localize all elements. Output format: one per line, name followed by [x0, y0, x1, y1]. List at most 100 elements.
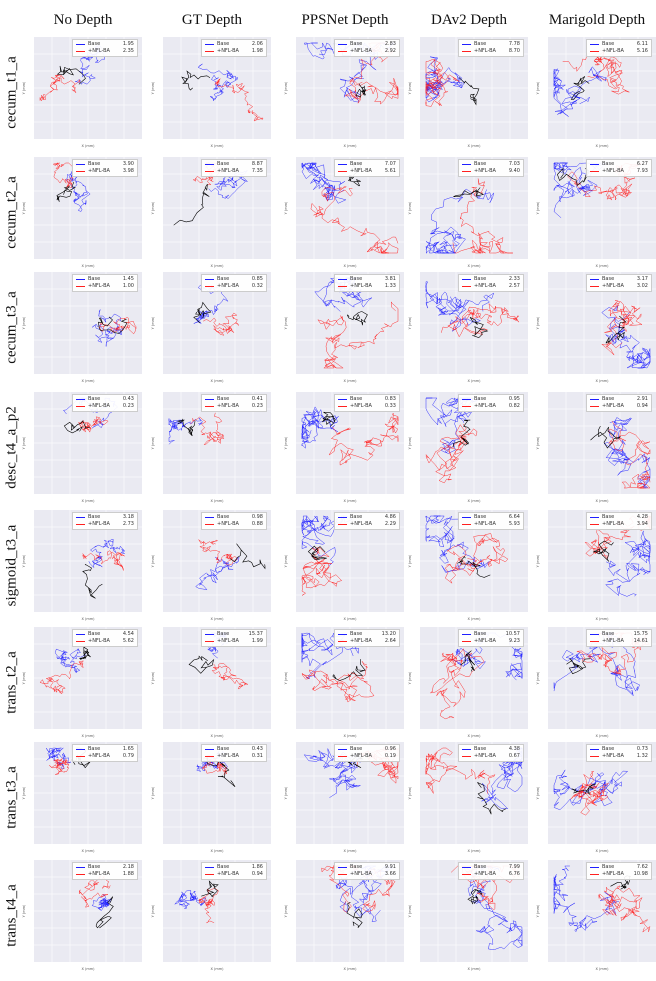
trajectory-plot: X (mm) Y (mm) Base 4.38 +NFL-BA 0.67: [408, 740, 530, 855]
legend-label: +NFL-BA: [217, 168, 239, 174]
legend-value: 0.96: [384, 746, 396, 752]
x-axis-label: X (mm): [343, 144, 357, 148]
y-axis-label: Y (mm): [22, 316, 26, 329]
legend-swatch: [338, 641, 347, 642]
legend-swatch: [590, 641, 599, 642]
legend-value: 1.88: [122, 871, 134, 877]
legend-swatch: [590, 867, 599, 868]
ground-truth-trajectory: [56, 181, 76, 202]
legend-swatch: [205, 286, 214, 287]
nfl-trajectory: [49, 758, 70, 775]
base-trajectory: [195, 556, 240, 591]
nfl-trajectory: [202, 312, 239, 336]
x-axis-label: X (mm): [343, 264, 357, 268]
legend-entry-nfl: +NFL-BA 2.64: [338, 638, 396, 645]
base-trajectory: [301, 406, 339, 449]
plot-legend: Base 2.18 +NFL-BA 1.88: [72, 862, 138, 880]
legend-label: +NFL-BA: [350, 753, 372, 759]
base-trajectory: [91, 309, 123, 347]
legend-label: Base: [350, 631, 363, 637]
legend-swatch: [338, 749, 347, 750]
legend-swatch: [590, 44, 599, 45]
legend-swatch: [590, 524, 599, 525]
legend-entry-nfl: +NFL-BA 0.23: [205, 403, 263, 410]
ground-truth-trajectory: [173, 183, 210, 226]
legend-label: Base: [602, 161, 615, 167]
ground-truth-trajectory: [56, 65, 86, 85]
legend-entry-nfl: +NFL-BA 2.73: [76, 521, 134, 528]
plot-legend: Base 6.11 +NFL-BA 5.16: [586, 39, 652, 57]
x-axis-label: X (mm): [210, 264, 224, 268]
legend-label: Base: [474, 396, 487, 402]
x-axis-label: X (mm): [81, 967, 95, 971]
legend-swatch: [590, 164, 599, 165]
trajectory-plot: X (mm) Y (mm) Base 10.57 +NFL-BA 9.23: [408, 625, 530, 740]
legend-entry-base: Base 0.85: [205, 276, 263, 283]
y-axis-label: Y (mm): [22, 201, 26, 214]
nfl-trajectory: [198, 887, 219, 924]
y-axis-label: Y (mm): [22, 671, 26, 684]
row-header: cecum_t2_a: [0, 152, 24, 274]
row-header: trans_t2_a: [0, 622, 24, 744]
column-header: No Depth: [53, 12, 113, 28]
legend-value: 0.79: [122, 753, 134, 759]
trajectory-plot: X (mm) Y (mm) Base 9.91 +NFL-BA 3.66: [284, 858, 406, 973]
y-axis-label: Y (mm): [22, 786, 26, 799]
row-header-label: trans_t2_a: [3, 651, 20, 714]
legend-entry-nfl: +NFL-BA 8.70: [462, 48, 520, 55]
legend-entry-nfl: +NFL-BA 1.33: [338, 283, 396, 290]
y-axis-label: Y (mm): [408, 671, 412, 684]
legend-label: +NFL-BA: [474, 638, 496, 644]
legend-entry-nfl: +NFL-BA 2.35: [76, 48, 134, 55]
legend-value: 2.92: [384, 48, 396, 54]
y-axis-label: Y (mm): [284, 436, 288, 449]
legend-entry-base: Base 0.95: [462, 396, 520, 403]
legend-value: 0.33: [384, 403, 396, 409]
legend-value: 0.32: [251, 283, 263, 289]
y-axis-label: Y (mm): [284, 81, 288, 94]
plot-legend: Base 0.73 +NFL-BA 1.32: [586, 744, 652, 762]
legend-value: 1.65: [122, 746, 134, 752]
nfl-trajectory: [190, 412, 225, 446]
legend-swatch: [338, 164, 347, 165]
plot-legend: Base 1.95 +NFL-BA 2.35: [72, 39, 138, 57]
nfl-trajectory: [78, 416, 109, 433]
legend-entry-nfl: +NFL-BA 0.19: [338, 753, 396, 760]
legend-value: 6.64: [508, 514, 520, 520]
legend-value: 1.99: [251, 638, 263, 644]
legend-value: 0.94: [636, 403, 648, 409]
row-header: cecum_t1_a: [0, 32, 24, 154]
legend-entry-nfl: +NFL-BA 2.29: [338, 521, 396, 528]
ground-truth-trajectory: [355, 83, 367, 98]
plot-canvas: X (mm) Y (mm): [22, 37, 142, 148]
legend-swatch: [462, 517, 471, 518]
legend-entry-base: Base 10.57: [462, 631, 520, 638]
legend-label: Base: [350, 41, 363, 47]
x-axis-label: X (mm): [81, 379, 95, 383]
legend-entry-base: Base 1.65: [76, 746, 134, 753]
column-header: DAv2 Depth: [431, 12, 507, 28]
legend-swatch: [205, 164, 214, 165]
legend-swatch: [462, 406, 471, 407]
legend-swatch: [462, 286, 471, 287]
row-header: sigmoid_t3_a: [0, 505, 24, 627]
y-axis-label: Y (mm): [151, 201, 155, 214]
legend-label: Base: [474, 746, 487, 752]
legend-value: 3.66: [384, 871, 396, 877]
trajectory-plot: X (mm) Y (mm) Base 7.03 +NFL-BA 9.40: [408, 155, 530, 270]
legend-label: +NFL-BA: [217, 638, 239, 644]
nfl-trajectory: [598, 885, 651, 933]
legend-entry-nfl: +NFL-BA 2.92: [338, 48, 396, 55]
plot-legend: Base 1.65 +NFL-BA 0.79: [72, 744, 138, 762]
x-axis-label: X (mm): [595, 967, 609, 971]
legend-entry-nfl: +NFL-BA 0.94: [205, 871, 263, 878]
legend-value: 3.02: [636, 283, 648, 289]
legend-entry-base: Base 8.87: [205, 161, 263, 168]
y-axis-label: Y (mm): [408, 554, 412, 567]
row-header-label: trans_t4_a: [3, 884, 20, 947]
legend-label: Base: [88, 396, 101, 402]
y-axis-label: Y (mm): [284, 786, 288, 799]
x-axis-label: X (mm): [595, 617, 609, 621]
legend-value: 15.75: [633, 631, 648, 637]
legend-label: Base: [217, 864, 230, 870]
